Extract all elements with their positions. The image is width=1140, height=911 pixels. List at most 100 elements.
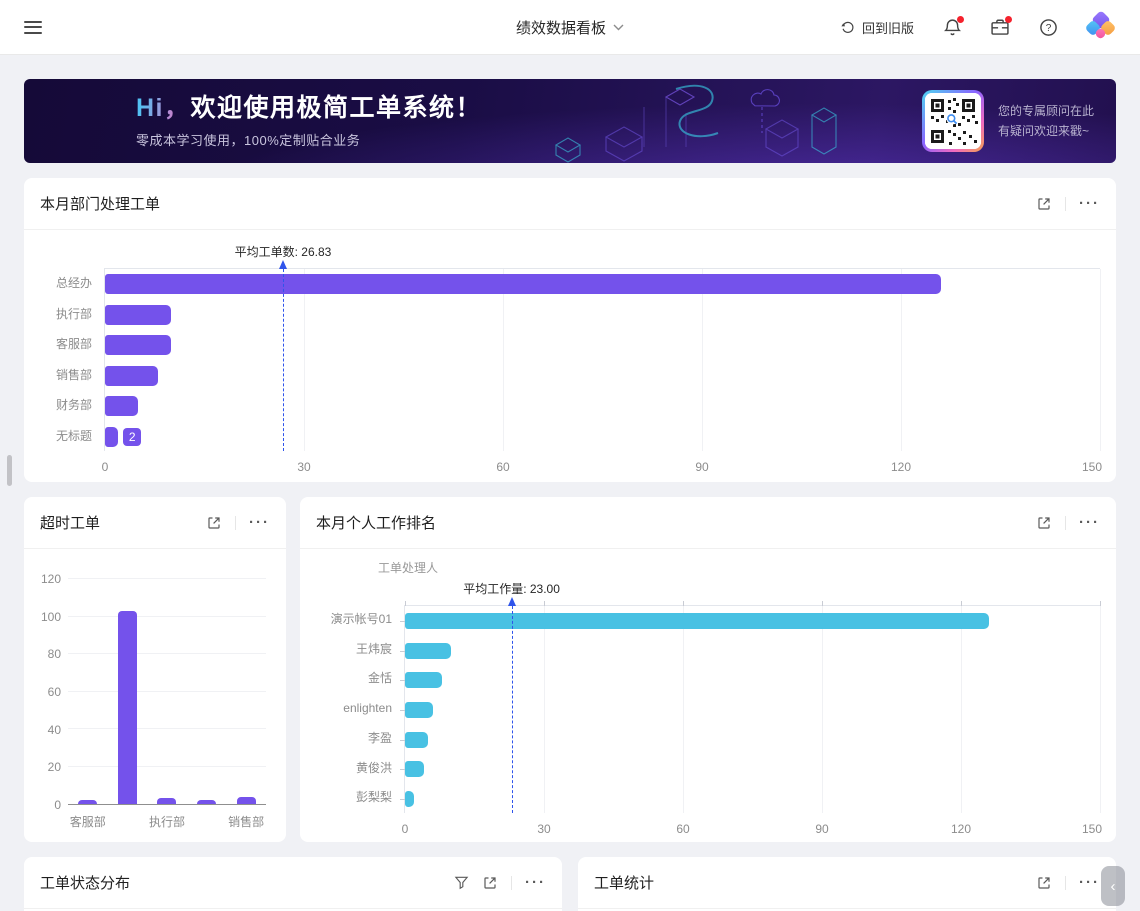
bar-演示帐号01[interactable] bbox=[405, 612, 989, 629]
notifications-button[interactable] bbox=[942, 16, 964, 37]
chart-dept-workorders: 0 30 60 90 120 150 2 平均工单数: 26.83 总经办 执行部 客服部 销售部 财务… bbox=[40, 238, 1102, 479]
bar-黄俊洪[interactable] bbox=[405, 761, 424, 778]
back-to-old-version-label: 回到旧版 bbox=[861, 20, 914, 36]
bar-item-4[interactable] bbox=[197, 800, 217, 804]
axis-tick bbox=[400, 620, 405, 622]
menu-icon[interactable] bbox=[24, 20, 42, 34]
expand-icon[interactable] bbox=[206, 515, 222, 531]
bar-执行部[interactable] bbox=[157, 798, 177, 804]
question-circle-icon: ? bbox=[1039, 18, 1057, 36]
gridline bbox=[1100, 606, 1101, 813]
gridline bbox=[822, 606, 823, 813]
y-axis-label: 执行部 bbox=[55, 306, 92, 321]
card-title: 本月个人工作排名 bbox=[316, 515, 437, 532]
y-axis-label: 销售部 bbox=[55, 367, 92, 382]
banner-subtitle: 零成本学习使用，100%定制贴合业务 bbox=[136, 132, 361, 148]
filter-icon[interactable] bbox=[454, 875, 469, 890]
y-tick-label: 120 bbox=[40, 572, 61, 586]
y-axis-label: 金恬 bbox=[367, 671, 392, 686]
more-actions-icon[interactable]: ··· bbox=[1079, 513, 1100, 531]
banner-title-text: 欢迎使用极简工单系统！ bbox=[190, 93, 483, 122]
y-axis-label: 彭梨梨 bbox=[355, 790, 392, 805]
gridline bbox=[683, 606, 684, 813]
gridline bbox=[901, 269, 902, 451]
y-tick-label: 20 bbox=[47, 760, 61, 775]
topbar: 绩效数据看板 回到旧版 bbox=[0, 0, 1140, 55]
card-title: 超时工单 bbox=[40, 515, 101, 532]
gridline bbox=[544, 606, 545, 813]
app-logo-icon[interactable] bbox=[1084, 10, 1117, 42]
bar-王炜宸[interactable] bbox=[405, 642, 452, 659]
bell-icon bbox=[943, 18, 961, 35]
x-axis-label: 销售部 bbox=[228, 815, 265, 829]
gridline bbox=[68, 653, 266, 655]
chart-overtime-workorders: 客服部 执行部 销售部 0 20 40 60 80 100 120 bbox=[40, 557, 270, 835]
bar-客服部[interactable] bbox=[105, 335, 172, 356]
y-axis-label: 黄俊洪 bbox=[355, 760, 392, 775]
gridline bbox=[68, 690, 266, 692]
qr-caption-line1: 您的专属顾问在此 bbox=[997, 104, 1094, 118]
bar-财务部[interactable] bbox=[105, 396, 139, 417]
gridline bbox=[1100, 269, 1101, 451]
y-axis-label: 王炜宸 bbox=[355, 641, 392, 656]
divider bbox=[235, 515, 236, 530]
axis-tick bbox=[400, 650, 405, 652]
gridline bbox=[68, 728, 266, 730]
gridline bbox=[503, 269, 504, 451]
bar-value-label: 2 bbox=[123, 427, 142, 446]
more-actions-icon[interactable]: ··· bbox=[525, 873, 546, 891]
x-axis-label: 客服部 bbox=[69, 815, 106, 829]
help-button[interactable]: ? bbox=[1038, 17, 1058, 37]
notification-dot bbox=[957, 16, 964, 23]
more-actions-icon[interactable]: ··· bbox=[249, 513, 270, 531]
messages-button[interactable] bbox=[990, 16, 1012, 37]
x-tick-label: 60 bbox=[676, 822, 690, 836]
expand-icon[interactable] bbox=[1036, 196, 1052, 212]
y-axis-label: 李盈 bbox=[367, 730, 392, 745]
expand-icon[interactable] bbox=[1036, 515, 1052, 531]
card-workorder-stats: 工单统计 ··· bbox=[578, 857, 1116, 911]
collapse-panel-handle[interactable]: ‹ bbox=[1101, 866, 1125, 906]
axis-tick bbox=[1100, 601, 1101, 606]
bar-金恬[interactable] bbox=[405, 672, 443, 689]
average-line-label: 平均工作量: 23.00 bbox=[463, 582, 560, 596]
bar-执行部[interactable] bbox=[105, 304, 172, 325]
card-title: 工单统计 bbox=[594, 875, 655, 892]
axis-tick bbox=[405, 601, 406, 606]
bar-总经办[interactable] bbox=[105, 274, 941, 295]
axis-name-label: 工单处理人 bbox=[378, 561, 439, 575]
x-tick-label: 30 bbox=[537, 822, 551, 836]
bar-彭梨梨[interactable] bbox=[405, 791, 415, 808]
axis-tick bbox=[400, 769, 405, 771]
divider bbox=[1065, 875, 1066, 890]
x-tick-label: 120 bbox=[950, 822, 972, 836]
dashboard-title-dropdown[interactable]: 绩效数据看板 bbox=[516, 17, 624, 38]
x-tick-label: 120 bbox=[890, 460, 912, 474]
y-tick-label: 60 bbox=[47, 685, 61, 699]
welcome-banner: Hi，欢迎使用极简工单系统！ 零成本学习使用，100%定制贴合业务 bbox=[24, 79, 1116, 163]
back-to-old-version-button[interactable]: 回到旧版 bbox=[840, 18, 914, 37]
y-axis-label: enlighten bbox=[343, 701, 392, 716]
bar-enlighten[interactable] bbox=[405, 701, 433, 718]
average-line-arrow bbox=[278, 260, 287, 269]
rollback-icon bbox=[841, 21, 854, 33]
chart-personal-ranking: 0 30 60 90 120 150 平均工作量: 23.00 演示帐号01 王炜宸 金恬 enli… bbox=[316, 557, 1102, 841]
more-actions-icon[interactable]: ··· bbox=[1079, 194, 1100, 212]
bar-销售部[interactable] bbox=[105, 365, 159, 386]
average-line-label: 平均工单数: 26.83 bbox=[234, 245, 332, 259]
scrollbar-thumb[interactable] bbox=[7, 455, 12, 486]
qr-code[interactable] bbox=[921, 90, 984, 152]
expand-icon[interactable] bbox=[1036, 875, 1052, 891]
bar-item-2[interactable] bbox=[117, 610, 137, 804]
axis-tick bbox=[400, 680, 405, 682]
more-actions-icon[interactable]: ··· bbox=[1079, 873, 1100, 891]
x-tick-label: 60 bbox=[496, 460, 510, 474]
expand-icon[interactable] bbox=[482, 875, 498, 891]
y-axis-label: 财务部 bbox=[55, 398, 92, 412]
bar-客服部[interactable] bbox=[78, 800, 98, 804]
bar-销售部[interactable] bbox=[236, 796, 256, 804]
y-tick-label: 100 bbox=[40, 609, 61, 624]
bar-李盈[interactable] bbox=[405, 731, 429, 748]
plot-area: 0 30 60 90 120 150 平均工作量: 23.00 bbox=[400, 582, 1102, 836]
bar-无标题[interactable]: 2 bbox=[105, 426, 142, 447]
